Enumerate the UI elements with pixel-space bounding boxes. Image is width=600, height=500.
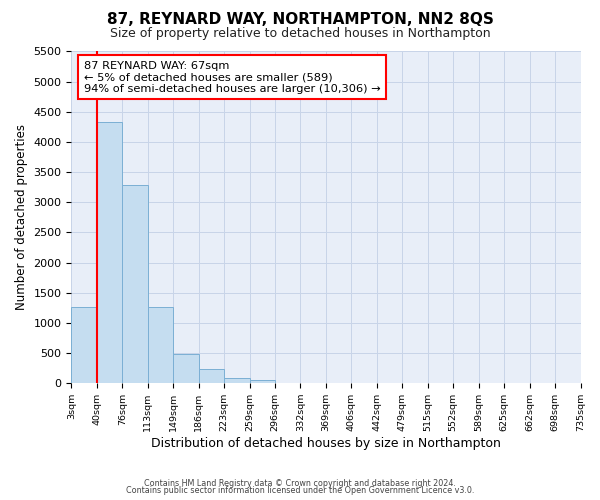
- Text: Size of property relative to detached houses in Northampton: Size of property relative to detached ho…: [110, 28, 490, 40]
- Text: Contains public sector information licensed under the Open Government Licence v3: Contains public sector information licen…: [126, 486, 474, 495]
- Bar: [148, 306, 173, 383]
- Y-axis label: Number of detached properties: Number of detached properties: [15, 124, 28, 310]
- Bar: [71, 306, 97, 383]
- Bar: [122, 186, 148, 383]
- Bar: [199, 370, 224, 383]
- Bar: [97, 122, 122, 383]
- Bar: [250, 380, 275, 383]
- Text: 87 REYNARD WAY: 67sqm
← 5% of detached houses are smaller (589)
94% of semi-deta: 87 REYNARD WAY: 67sqm ← 5% of detached h…: [84, 60, 381, 94]
- Text: 87, REYNARD WAY, NORTHAMPTON, NN2 8QS: 87, REYNARD WAY, NORTHAMPTON, NN2 8QS: [107, 12, 493, 28]
- Bar: [224, 378, 250, 383]
- X-axis label: Distribution of detached houses by size in Northampton: Distribution of detached houses by size …: [151, 437, 501, 450]
- Bar: [173, 354, 199, 383]
- Text: Contains HM Land Registry data © Crown copyright and database right 2024.: Contains HM Land Registry data © Crown c…: [144, 478, 456, 488]
